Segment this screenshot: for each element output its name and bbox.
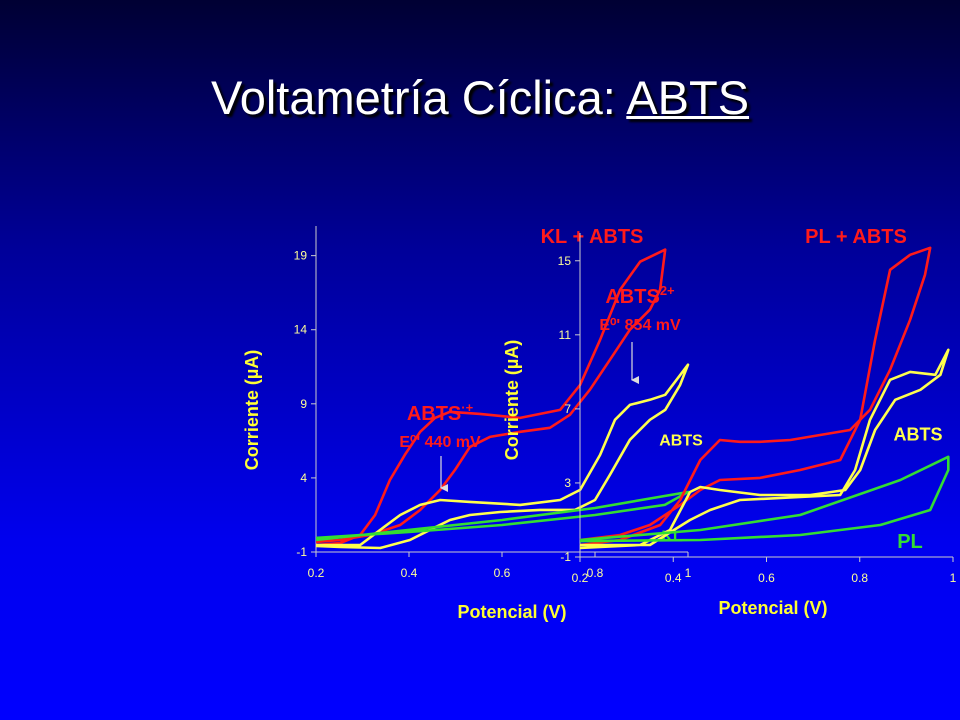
y-tick-label: 7 bbox=[564, 402, 571, 416]
title-text: Voltametría Cíclica: bbox=[210, 71, 616, 124]
x-tick-label: 0.6 bbox=[758, 571, 775, 585]
series-label: ABTS bbox=[659, 433, 703, 450]
annotation-sup: 2+ bbox=[660, 283, 675, 298]
x-tick-label: 0.6 bbox=[494, 566, 511, 580]
y-tick-label: 3 bbox=[564, 476, 571, 490]
annotation-text: ABTS bbox=[407, 403, 461, 425]
annotation-sup: ·+ bbox=[461, 400, 473, 415]
y-tick-label: 15 bbox=[558, 254, 572, 268]
x-tick-label: 0.4 bbox=[665, 571, 682, 585]
y-tick-label: -1 bbox=[560, 550, 571, 564]
series-label: KL + ABTS bbox=[541, 226, 644, 248]
x-tick-label: 0.8 bbox=[587, 566, 604, 580]
x-tick-label: 0.8 bbox=[851, 571, 868, 585]
y-tick-label: 9 bbox=[300, 397, 307, 411]
x-tick-label: 0.2 bbox=[308, 566, 325, 580]
curve bbox=[315, 248, 667, 547]
curve bbox=[579, 246, 932, 547]
y-tick-label: -1 bbox=[296, 545, 307, 559]
y-tick-label: 11 bbox=[559, 328, 572, 342]
x-tick-label: 1 bbox=[685, 566, 692, 580]
x-tick-label: 0.2 bbox=[572, 571, 589, 585]
annotation: ABTS2+ bbox=[605, 283, 675, 308]
curve bbox=[579, 455, 950, 543]
x-axis-title: Potencial (V) bbox=[457, 602, 566, 622]
annotation-subtext: E⁰' 440 mV bbox=[399, 434, 481, 451]
annotation-text: ABTS bbox=[605, 286, 659, 308]
title-underlined: ABTS bbox=[626, 71, 750, 124]
slide-title: Voltametría Cíclica: ABTS bbox=[0, 70, 960, 125]
series-label: PL bbox=[897, 531, 923, 553]
curve bbox=[579, 348, 950, 550]
y-tick-label: 19 bbox=[294, 249, 308, 263]
x-tick-label: 0.4 bbox=[401, 566, 418, 580]
curve bbox=[315, 490, 690, 542]
annotation: ABTS·+ bbox=[407, 400, 474, 425]
y-tick-label: 4 bbox=[300, 471, 307, 485]
x-axis-title: Potencial (V) bbox=[718, 598, 827, 618]
curve bbox=[315, 363, 690, 550]
y-tick-label: 14 bbox=[294, 323, 308, 337]
y-axis-title: Corriente (µA) bbox=[502, 340, 522, 460]
series-label: PL + ABTS bbox=[805, 226, 907, 248]
y-axis-title: Corriente (µA) bbox=[242, 350, 262, 470]
x-tick-label: 1 bbox=[950, 571, 957, 585]
series-label: ABTS bbox=[894, 424, 943, 444]
annotation-subtext: E⁰' 854 mV bbox=[599, 317, 681, 334]
